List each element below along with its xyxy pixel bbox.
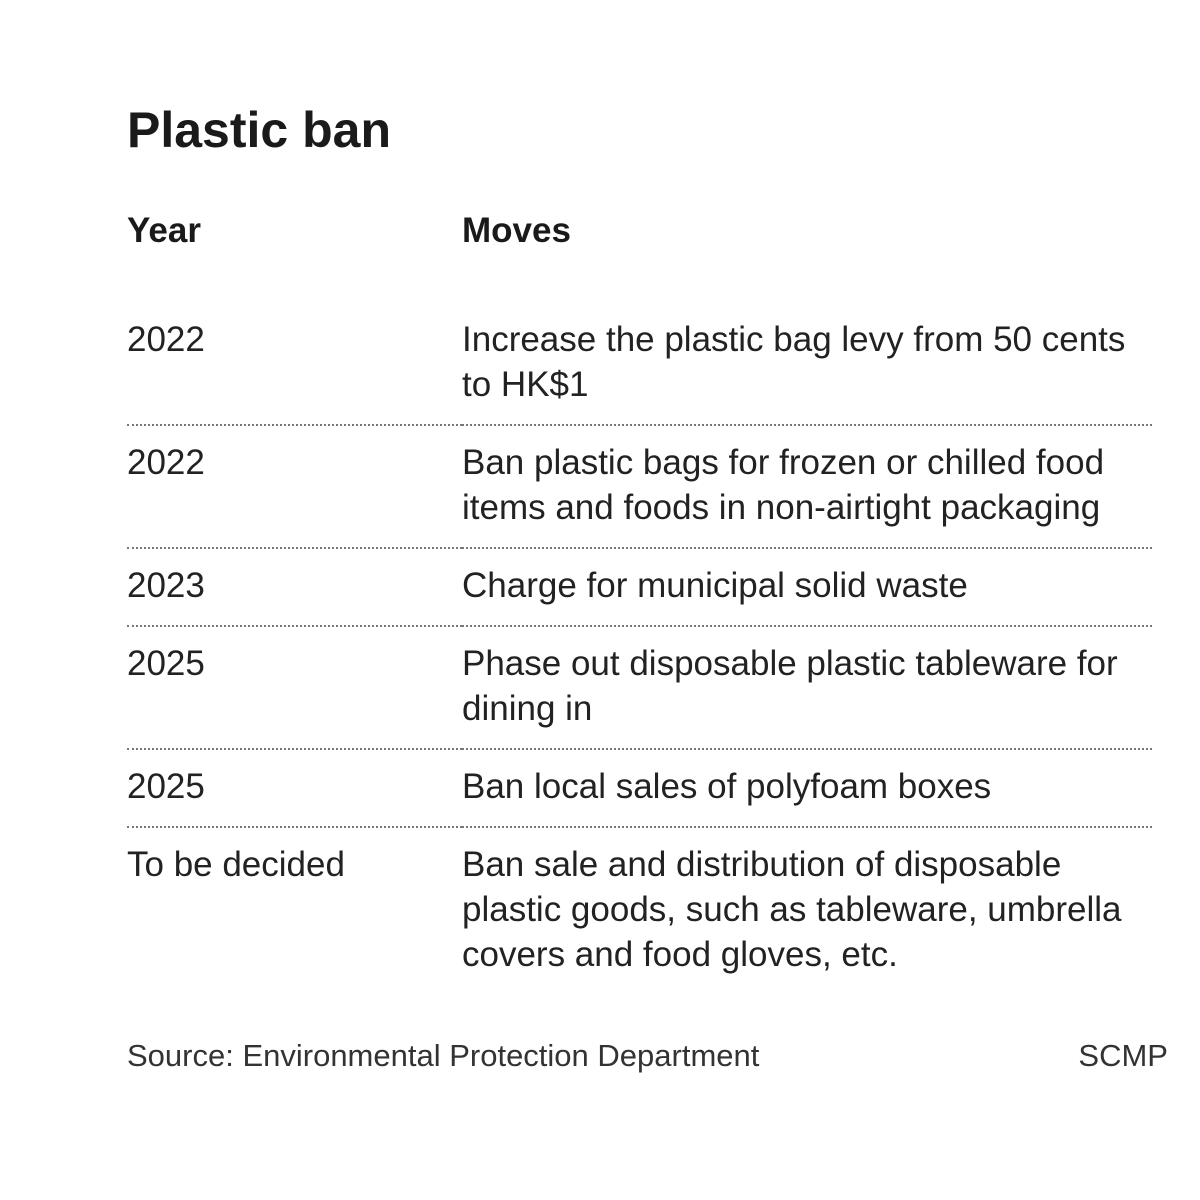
table-row: 2022 Ban plastic bags for frozen or chill… xyxy=(127,425,1152,549)
move-cell: Increase the plastic bag levy from 50 ce… xyxy=(462,303,1152,426)
year-cell: 2025 xyxy=(127,749,462,828)
move-cell: Ban sale and distribution of disposable … xyxy=(462,845,1122,974)
title: Plastic ban xyxy=(127,102,391,158)
source: Source: Environmental Protection Departm… xyxy=(127,1038,760,1073)
table-body: 2022 Increase the plastic bag levy from 5… xyxy=(127,303,1152,994)
move-cell: Phase out disposable plastic tableware f… xyxy=(462,626,1152,750)
credit: SCMP xyxy=(1078,1038,1168,1073)
year-cell: 2023 xyxy=(127,548,462,627)
column-header: Year xyxy=(127,211,201,250)
year-cell: 2022 xyxy=(127,303,462,426)
table-row: To be decided Ban sale and distribution o… xyxy=(127,827,1152,994)
column-header: Moves xyxy=(462,211,571,250)
move-cell: Charge for municipal solid waste xyxy=(462,548,1152,627)
table-row: 2025 Phase out disposable plastic tablewa… xyxy=(127,626,1152,750)
move-cell: Ban local sales of polyfoam boxes xyxy=(462,749,1152,828)
header-row: Year Moves xyxy=(127,208,1152,303)
year-cell: 2022 xyxy=(127,425,462,549)
table-row: 2023 Charge for municipal solid waste xyxy=(127,548,1152,627)
move-cell: Ban plastic bags for frozen or chilled f… xyxy=(462,425,1152,549)
year-cell: To be decided xyxy=(127,845,345,884)
year-cell: 2025 xyxy=(127,626,462,750)
table-row: 2025 Ban local sales of polyfoam boxes xyxy=(127,749,1152,828)
table-row: 2022 Increase the plastic bag levy from 5… xyxy=(127,303,1152,426)
table: Year Moves 2022 Increase the plastic bag … xyxy=(127,208,1152,994)
